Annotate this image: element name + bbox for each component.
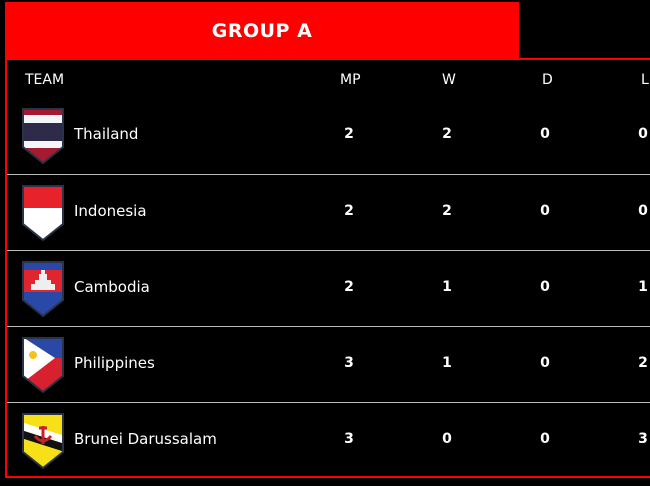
table-row[interactable]: Philippines 3 1 0 2: [7, 326, 650, 403]
table-row[interactable]: Thailand 2 2 0 0: [7, 98, 650, 174]
standings-table: TEAM MP W D L Thailand 2 2 0 0: [5, 58, 650, 478]
mp-value: 2: [344, 279, 354, 295]
d-value: 0: [540, 203, 550, 219]
d-value: 0: [540, 126, 550, 142]
l-value: 0: [638, 126, 648, 142]
cambodia-flag-icon: [22, 261, 64, 318]
w-value: 2: [442, 203, 452, 219]
col-d: D: [542, 72, 553, 88]
l-value: 3: [638, 431, 648, 447]
table-row[interactable]: Brunei Darussalam 3 0 0 3: [7, 402, 650, 479]
team-name: Thailand: [74, 125, 139, 143]
l-value: 2: [638, 355, 648, 371]
philippines-flag-icon: [22, 337, 64, 394]
l-value: 1: [638, 279, 648, 295]
l-value: 0: [638, 203, 648, 219]
col-l: L: [641, 72, 649, 88]
d-value: 0: [540, 355, 550, 371]
thailand-flag-icon: [22, 108, 64, 165]
col-mp: MP: [340, 72, 361, 88]
col-w: W: [442, 72, 456, 88]
table-row[interactable]: Cambodia 2 1 0 1: [7, 250, 650, 327]
team-name: Brunei Darussalam: [74, 430, 217, 448]
table-header: TEAM MP W D L: [7, 60, 650, 100]
w-value: 0: [442, 431, 452, 447]
team-name: Indonesia: [74, 202, 147, 220]
table-row[interactable]: Indonesia 2 2 0 0: [7, 174, 650, 251]
team-name: Cambodia: [74, 278, 150, 296]
d-value: 0: [540, 431, 550, 447]
d-value: 0: [540, 279, 550, 295]
indonesia-flag-icon: [22, 185, 64, 242]
mp-value: 3: [344, 431, 354, 447]
mp-value: 3: [344, 355, 354, 371]
col-team: TEAM: [25, 72, 65, 88]
w-value: 1: [442, 279, 452, 295]
w-value: 2: [442, 126, 452, 142]
group-title: GROUP A: [5, 2, 519, 59]
w-value: 1: [442, 355, 452, 371]
brunei-flag-icon: [22, 413, 64, 470]
team-name: Philippines: [74, 354, 155, 372]
mp-value: 2: [344, 126, 354, 142]
mp-value: 2: [344, 203, 354, 219]
